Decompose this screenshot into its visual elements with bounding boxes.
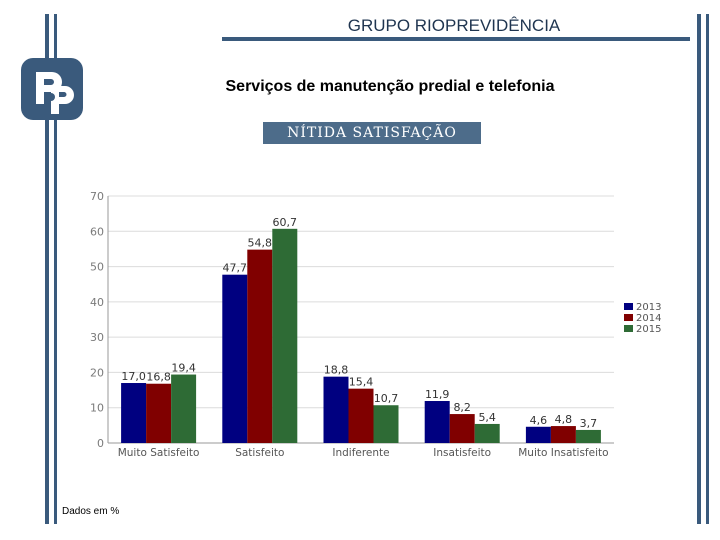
riprevidencia-logo [21, 58, 83, 120]
bar-2015 [474, 423, 500, 443]
bar-2015 [575, 429, 601, 443]
bar-2013 [424, 401, 450, 443]
legend-swatch-2015 [624, 325, 633, 332]
data-label: 11,9 [425, 388, 450, 401]
data-label: 5,4 [478, 411, 496, 424]
y-tick-label: 20 [90, 366, 104, 379]
bar-2015 [272, 228, 298, 443]
data-label: 60,7 [273, 216, 298, 229]
y-tick-label: 60 [90, 225, 104, 238]
bar-2014 [146, 383, 172, 443]
frame-right-bar-2 [706, 14, 709, 524]
footnote: Dados em % [62, 506, 120, 517]
bar-2014 [247, 249, 273, 443]
legend-label-2013: 2013 [636, 302, 661, 313]
legend-label-2015: 2015 [636, 324, 661, 335]
data-label: 54,8 [248, 237, 273, 250]
data-label: 3,7 [580, 417, 598, 430]
header-underline [222, 37, 690, 41]
frame-right-bar-1 [697, 14, 701, 524]
y-tick-label: 0 [97, 437, 104, 450]
y-tick-label: 10 [90, 402, 104, 415]
data-label: 4,8 [555, 413, 573, 426]
data-label: 8,2 [453, 401, 471, 414]
legend-swatch-2013 [624, 303, 633, 310]
bar-2013 [222, 274, 248, 443]
x-tick-label: Muito Insatisfeito [518, 447, 608, 459]
y-tick-label: 70 [90, 190, 104, 203]
legend-label-2014: 2014 [636, 313, 661, 324]
section-banner: NÍTIDA SATISFAÇÃO [263, 122, 481, 144]
bar-2014 [550, 426, 576, 443]
x-tick-label: Indiferente [332, 447, 389, 459]
bar-2015 [171, 374, 197, 443]
header-title: GRUPO RIOPREVIDÊNCIA [347, 16, 561, 35]
data-label: 18,8 [324, 364, 349, 377]
data-label: 17,0 [121, 370, 146, 383]
bar-2015 [373, 405, 399, 443]
y-tick-label: 40 [90, 296, 104, 309]
frame-left-bar-2 [54, 14, 57, 524]
bar-2013 [121, 383, 147, 443]
data-label: 47,7 [223, 262, 248, 275]
data-label: 4,6 [530, 414, 548, 427]
bar-2013 [323, 376, 349, 443]
y-tick-label: 30 [90, 331, 104, 344]
bar-2014 [449, 414, 475, 443]
bar-2013 [525, 426, 551, 443]
data-label: 10,7 [374, 392, 399, 405]
x-tick-label: Insatisfeito [433, 447, 491, 459]
y-tick-label: 50 [90, 261, 104, 274]
slide-subtitle: Serviços de manutenção predial e telefon… [225, 78, 555, 95]
data-label: 16,8 [146, 371, 171, 384]
bar-2014 [348, 388, 374, 443]
data-label: 15,4 [349, 376, 374, 389]
x-tick-label: Muito Satisfeito [118, 447, 200, 459]
frame-left-bar-1 [45, 14, 49, 524]
legend-swatch-2014 [624, 314, 633, 321]
x-tick-label: Satisfeito [235, 447, 284, 459]
data-label: 19,4 [171, 362, 196, 375]
